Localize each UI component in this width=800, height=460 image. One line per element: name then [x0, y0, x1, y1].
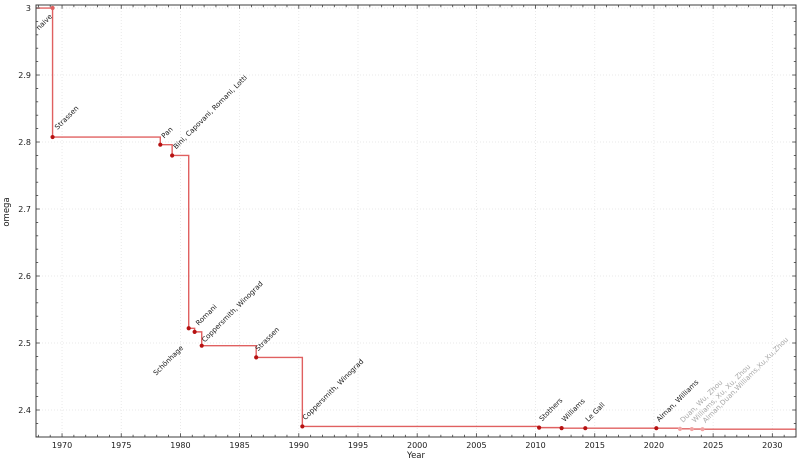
x-tick-label: 2020: [644, 441, 664, 450]
point-label: Strassen: [254, 326, 281, 353]
data-point-marker: [254, 355, 259, 360]
axis-ticks: [36, 5, 797, 438]
x-tick-label: 2025: [703, 441, 723, 450]
data-point-marker: [654, 426, 659, 431]
data-point-marker: [50, 5, 55, 11]
point-label: Coppersmith, Winograd: [301, 358, 365, 422]
y-tick-label: 3: [26, 4, 31, 13]
y-axis-label: omega: [2, 197, 12, 226]
data-point-marker: [300, 424, 305, 429]
data-point-marker: [677, 426, 683, 431]
x-tick-label: 2010: [525, 441, 545, 450]
x-tick-label: 1985: [229, 441, 249, 450]
point-label: naive: [35, 13, 54, 32]
x-tick-label: 2030: [762, 441, 782, 450]
x-axis-label: Year: [406, 451, 426, 460]
x-tick-label: 2015: [585, 441, 605, 450]
point-label: Strassen: [53, 104, 80, 131]
data-point-marker: [583, 426, 588, 431]
y-tick-label: 2.7: [18, 205, 31, 214]
x-tick-label: 1970: [52, 441, 72, 450]
data-point-marker: [158, 142, 163, 147]
y-tick-label: 2.6: [18, 272, 31, 281]
data-point-marker: [689, 426, 694, 432]
omega-step-path: [36, 7, 796, 430]
x-tick-label: 1980: [170, 441, 190, 450]
x-tick-label: 2000: [407, 441, 427, 450]
x-tick-label: 1995: [348, 441, 368, 450]
data-point-marker: [170, 153, 175, 158]
data-point-marker: [700, 427, 705, 432]
point-label: Williams, Xu, Xu, Zhou: [691, 363, 753, 425]
data-point-marker: [199, 343, 204, 348]
y-tick-label: 2.8: [18, 138, 31, 147]
point-label: Le Gall: [584, 401, 607, 424]
data-point-marker: [186, 326, 191, 331]
grid-lines: [36, 5, 796, 437]
x-tick-label: 1990: [289, 441, 309, 450]
y-tick-label: 2.5: [18, 339, 31, 348]
x-tick-label: 1975: [111, 441, 131, 450]
y-tick-label: 2.4: [18, 406, 31, 415]
x-tick-label: 2005: [466, 441, 486, 450]
tick-labels: 1970 1975 1980 1985 1990 1995 2000 2005 2010 2015…: [18, 4, 782, 450]
data-points: [50, 5, 705, 432]
data-point-marker: [50, 134, 55, 140]
step-line: [36, 7, 796, 430]
point-label: Pan: [160, 126, 175, 141]
point-label: Alman,Duan,Williams,Xu,Xu,Zhou: [701, 336, 790, 425]
point-label: Schönhage: [152, 344, 185, 377]
data-point-marker: [537, 425, 542, 430]
data-point-marker: [192, 329, 197, 334]
y-tick-label: 2.9: [18, 71, 31, 80]
data-point-marker: [559, 426, 564, 431]
point-label: Bini, Capovani, Romani, Lotti: [172, 74, 249, 151]
plot-border: [35, 4, 797, 438]
plot-frame: [35, 4, 797, 438]
